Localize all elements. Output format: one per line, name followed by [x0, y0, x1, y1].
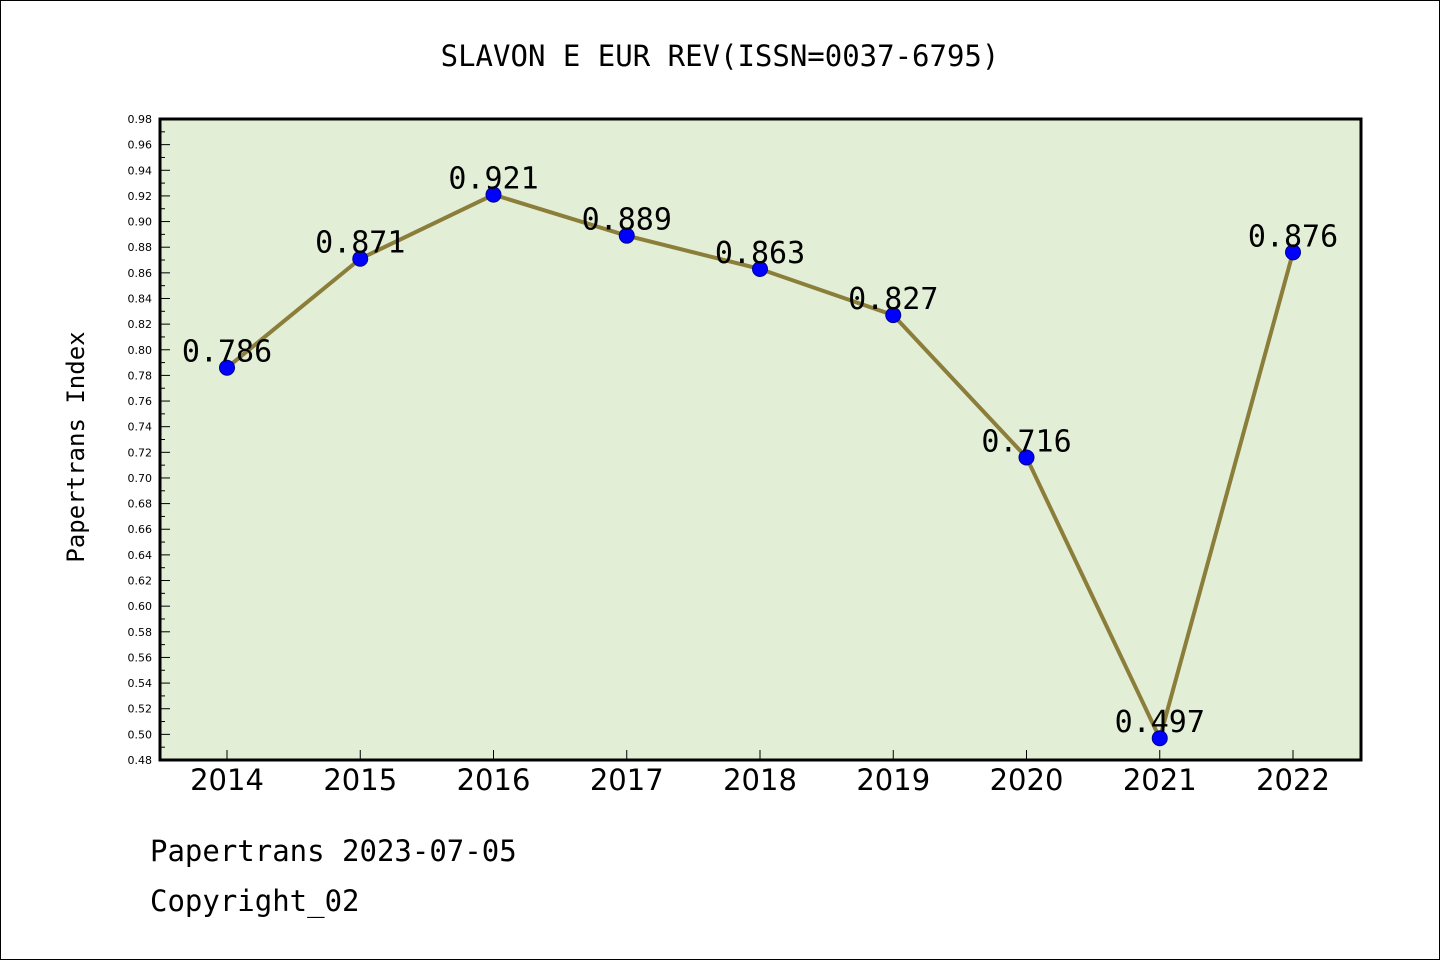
data-label: 0.497 — [1115, 705, 1205, 740]
y-tick-label: 0.70 — [128, 472, 153, 485]
data-point — [752, 260, 768, 277]
data-point — [618, 227, 635, 244]
data-label: 0.827 — [848, 282, 938, 317]
data-labels: 0.786 0.871 0.921 0.889 0.863 0.827 0.716 0.497… — [182, 162, 1338, 741]
y-tick-label: 0.54 — [128, 677, 153, 690]
y-tick-label: 0.90 — [128, 216, 153, 229]
x-tick-label: 2014 — [190, 763, 264, 797]
footer-copyright-text: Copyright_02 — [150, 884, 360, 918]
plot-border — [158, 117, 1363, 762]
data-point — [1285, 244, 1301, 261]
y-tick-label: 0.82 — [128, 318, 153, 331]
data-label: 0.871 — [315, 226, 405, 261]
y-tick-label: 0.62 — [128, 575, 153, 588]
data-label: 0.889 — [582, 203, 672, 238]
x-tick-label: 2016 — [457, 763, 531, 797]
data-label: 0.876 — [1248, 219, 1338, 254]
x-tick-label: 2019 — [856, 763, 930, 797]
y-tick-label: 0.86 — [128, 267, 153, 280]
y-tick-label: 0.88 — [128, 241, 153, 254]
data-point — [1018, 449, 1035, 466]
data-point — [352, 250, 369, 267]
y-tick-label: 0.98 — [128, 113, 153, 126]
y-tick-label: 0.80 — [128, 344, 153, 357]
y-tick-label: 0.60 — [128, 600, 153, 613]
y-tick-label: 0.66 — [128, 523, 153, 536]
y-tick-label: 0.92 — [128, 190, 153, 203]
footer-date-text: Papertrans 2023-07-05 — [150, 834, 517, 868]
data-label: 0.863 — [715, 236, 805, 271]
y-axis-label: Papertrans Index — [62, 331, 90, 562]
series-markers — [219, 186, 1301, 747]
y-tick-label: 0.64 — [128, 549, 153, 562]
y-tick-label: 0.68 — [128, 498, 153, 511]
plot-area — [160, 119, 1361, 760]
y-tick-label: 0.72 — [128, 446, 153, 459]
y-tick-label: 0.76 — [128, 395, 153, 408]
chart-title: SLAVON E EUR REV(ISSN=0037-6795) — [441, 39, 1000, 73]
x-tick-label: 2017 — [590, 763, 664, 797]
x-tick-label: 2022 — [1256, 763, 1330, 797]
data-point — [485, 186, 502, 203]
data-label: 0.786 — [182, 335, 272, 370]
y-tick-label: 0.74 — [128, 421, 153, 434]
y-axis: 0.48 0.50 0.52 0.54 0.56 0.58 0.60 0.62 0.64 0.66… — [128, 113, 170, 767]
y-tick-label: 0.94 — [128, 164, 153, 177]
y-tick-label: 0.96 — [128, 139, 153, 152]
y-tick-label: 0.78 — [128, 369, 153, 382]
x-tick-label: 2015 — [323, 763, 397, 797]
data-point — [1151, 730, 1168, 747]
y-tick-label: 0.48 — [128, 754, 153, 767]
y-tick-label: 0.84 — [128, 292, 153, 305]
y-tick-label: 0.52 — [128, 703, 153, 716]
y-tick-label: 0.50 — [128, 728, 153, 741]
x-tick-label: 2018 — [723, 763, 797, 797]
data-point — [219, 359, 235, 376]
y-tick-label: 0.56 — [128, 651, 153, 664]
x-tick-label: 2020 — [990, 763, 1064, 797]
data-point — [885, 307, 902, 324]
data-label: 0.921 — [448, 162, 538, 197]
data-label: 0.716 — [981, 424, 1071, 459]
y-tick-label: 0.58 — [128, 626, 153, 639]
x-axis: 2014 2015 2016 2017 2018 2019 2020 2021 2022 — [190, 750, 1330, 797]
x-tick-label: 2021 — [1123, 763, 1197, 797]
